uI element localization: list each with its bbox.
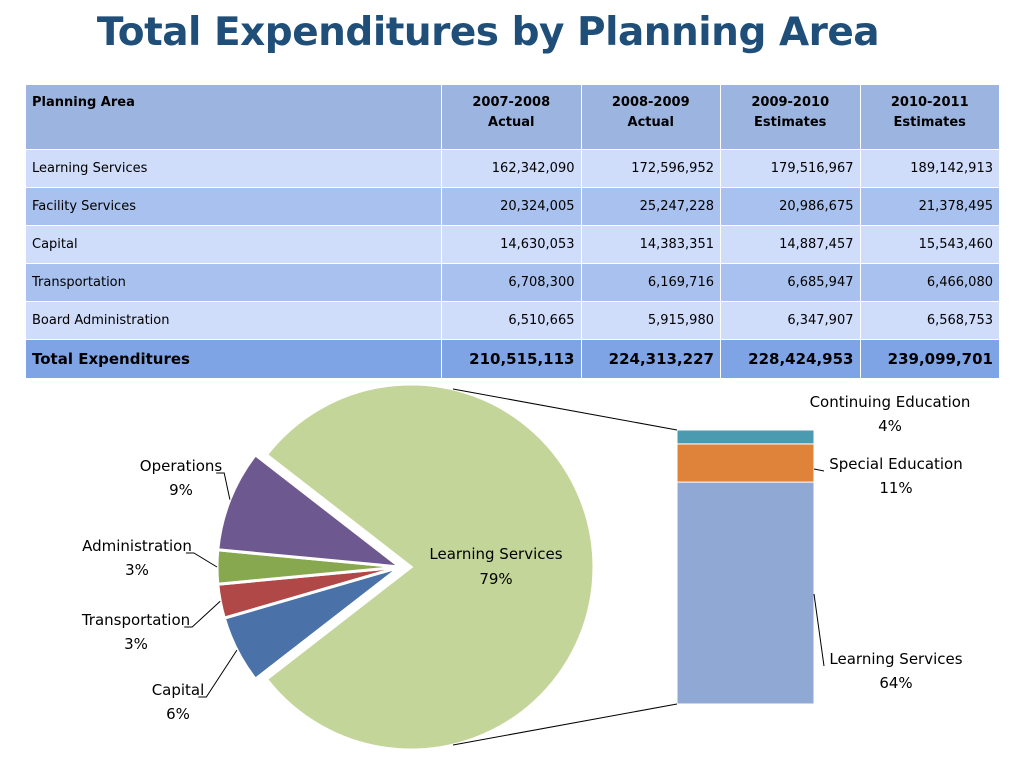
table-cell: 162,342,090 xyxy=(441,149,582,188)
total-cell: 239,099,701 xyxy=(859,339,1000,379)
row-label: Board Administration xyxy=(25,301,442,340)
table-cell: 14,383,351 xyxy=(580,225,721,264)
row-label: Learning Services xyxy=(25,149,442,188)
total-row: Total Expenditures 210,515,113 224,313,2… xyxy=(25,339,1000,379)
bar-label-special-education: Special Education xyxy=(829,455,963,473)
table-cell: 15,543,460 xyxy=(859,225,1000,264)
column-header: Planning Area xyxy=(25,84,442,150)
column-header: 2010-2011 Estimates xyxy=(859,84,1000,150)
column-header-line2: Estimates xyxy=(754,115,827,130)
table-cell: 20,986,675 xyxy=(720,187,861,226)
table-cell: 6,169,716 xyxy=(580,263,721,302)
leader-line xyxy=(813,468,825,472)
pie-slice-learning-services xyxy=(264,382,596,752)
bar-pct-special-education: 11% xyxy=(879,479,912,497)
table-cell: 20,324,005 xyxy=(441,187,582,226)
bar-pct-learning-services: 64% xyxy=(879,674,912,692)
row-label: Total Expenditures xyxy=(25,339,442,379)
pie-slice-operations xyxy=(216,452,405,569)
column-header: 2009-2010 Estimates xyxy=(720,84,861,150)
table-row: Facility Services 20,324,005 25,247,228 … xyxy=(25,187,1000,226)
leader-line xyxy=(198,649,238,698)
leader-line xyxy=(184,600,221,628)
column-header-line2: Estimates xyxy=(893,115,966,130)
pie-label-operations: Operations xyxy=(140,457,223,475)
leader-line xyxy=(216,472,231,500)
table-row: Board Administration 6,510,665 5,915,980… xyxy=(25,301,1000,340)
column-header-line1: Planning Area xyxy=(32,95,135,110)
leader-line xyxy=(185,552,218,568)
table-cell: 25,247,228 xyxy=(580,187,721,226)
pie-pct-operations: 9% xyxy=(169,481,193,499)
chart-labels: Learning Services 79% Operations 9% Administ… xyxy=(81,393,971,723)
table-cell: 189,142,913 xyxy=(859,149,1000,188)
pie-pct-administration: 3% xyxy=(125,561,149,579)
table-cell: 6,347,907 xyxy=(720,301,861,340)
bar-segment-learning-services xyxy=(676,481,815,705)
table-cell: 21,378,495 xyxy=(859,187,1000,226)
leader-line xyxy=(813,593,825,667)
column-header: 2007-2008 Actual xyxy=(441,84,582,150)
pie-label-transportation: Transportation xyxy=(81,611,190,629)
column-header-line1: 2008-2009 xyxy=(611,95,690,110)
slide-title: Total Expenditures by Planning Area xyxy=(96,10,880,55)
table-cell: 179,516,967 xyxy=(720,149,861,188)
column-header-line2: Actual xyxy=(488,115,535,130)
table-cell: 6,568,753 xyxy=(859,301,1000,340)
row-label: Transportation xyxy=(25,263,442,302)
table-cell: 6,708,300 xyxy=(441,263,582,302)
total-cell: 210,515,113 xyxy=(441,339,582,379)
table-header-row: Planning Area 2007-2008 Actual 2008-2009 A… xyxy=(25,84,1000,150)
table-cell: 14,630,053 xyxy=(441,225,582,264)
column-header-line2: Actual xyxy=(627,115,674,130)
pie-pct-transportation: 3% xyxy=(124,635,148,653)
table-cell: 6,510,665 xyxy=(441,301,582,340)
table-cell: 6,466,080 xyxy=(859,263,1000,302)
column-header-line1: 2007-2008 xyxy=(472,95,551,110)
connector-line-top xyxy=(452,388,678,431)
table-cell: 5,915,980 xyxy=(580,301,721,340)
column-header-line1: 2010-2011 xyxy=(890,95,969,110)
bar-segment-continuing-education xyxy=(676,429,815,445)
bar-pct-continuing-education: 4% xyxy=(878,417,902,435)
table-cell: 172,596,952 xyxy=(580,149,721,188)
total-cell: 224,313,227 xyxy=(580,339,721,379)
bar-label-continuing-education: Continuing Education xyxy=(810,393,971,411)
total-cell: 228,424,953 xyxy=(720,339,861,379)
pie-label-capital: Capital xyxy=(152,681,205,699)
connector-line-bottom xyxy=(452,703,678,746)
expenditures-table: Planning Area 2007-2008 Actual 2008-2009 A… xyxy=(25,84,1000,379)
pie-pct-learning-services: 79% xyxy=(479,570,512,588)
table-row: Learning Services 162,342,090 172,596,95… xyxy=(25,149,1000,188)
bar-label-learning-services: Learning Services xyxy=(829,650,962,668)
pie-label-learning-services: Learning Services xyxy=(429,545,562,563)
row-label: Facility Services xyxy=(25,187,442,226)
bar-segment-special-education xyxy=(676,443,815,483)
pie-label-administration: Administration xyxy=(82,537,192,555)
column-header-line1: 2009-2010 xyxy=(751,95,830,110)
pie-pct-capital: 6% xyxy=(166,705,190,723)
breakdown-bar xyxy=(452,388,815,746)
pie-chart xyxy=(215,382,596,752)
column-header: 2008-2009 Actual xyxy=(580,84,721,150)
